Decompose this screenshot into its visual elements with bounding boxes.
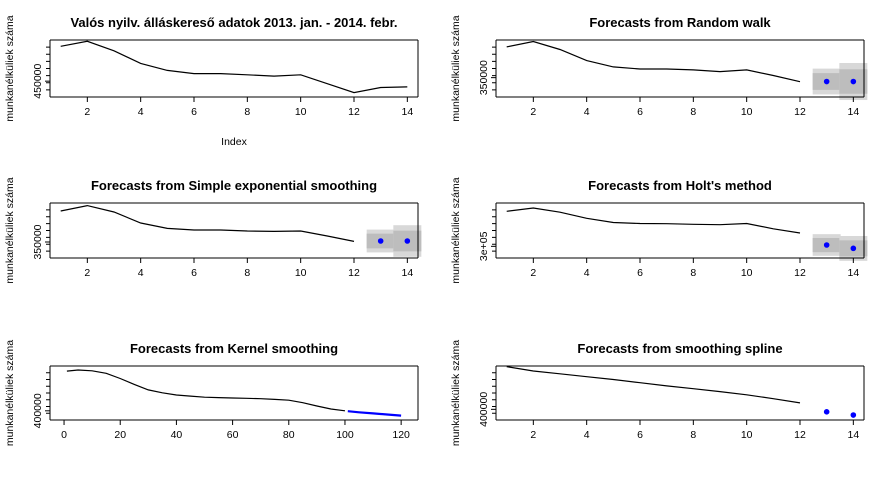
forecast-point — [823, 78, 830, 85]
y-axis-label: munkanélküliek száma — [450, 177, 462, 283]
x-tick-label: 10 — [741, 429, 753, 441]
forecast-point — [823, 409, 830, 415]
x-tick-label: 2 — [84, 106, 90, 118]
x-tick-label: 4 — [138, 106, 144, 118]
forecast-point — [404, 238, 411, 244]
x-tick-label: 14 — [847, 106, 859, 118]
x-tick-label: 12 — [794, 106, 806, 118]
panel-p4: 2 4 6 8 10 12 14 3e+05 Forecasts from Holt's met… — [450, 177, 868, 284]
forecast-point — [377, 238, 384, 244]
x-tick-label: 6 — [191, 267, 197, 279]
forecast-line — [347, 410, 402, 417]
x-tick-label: 2 — [530, 106, 536, 118]
x-tick-label: 2 — [530, 429, 536, 441]
x-tick-label: 6 — [637, 267, 643, 279]
x-tick-label: 10 — [741, 106, 753, 118]
x-tick-label: 8 — [690, 267, 696, 279]
x-tick-label: 14 — [847, 429, 859, 441]
forecast-point — [823, 242, 830, 248]
panel-title: Valós nyilv. álláskereső adatok 2013. ja… — [70, 15, 397, 30]
y-axis-label: munkanélküliek száma — [4, 340, 16, 446]
series-line — [66, 369, 346, 412]
x-tick-label: 12 — [348, 106, 360, 118]
y-axis-label: munkanélküliek száma — [450, 15, 462, 121]
x-tick-label: 12 — [794, 267, 806, 279]
x-tick-label: 4 — [584, 267, 590, 279]
y-axis-label: munkanélküliek száma — [4, 15, 16, 121]
x-tick-label: 8 — [244, 267, 250, 279]
x-tick-label: 80 — [283, 429, 295, 441]
panel-p6: 2 4 6 8 10 12 14 400000 Forecasts from smoothing… — [450, 340, 865, 446]
forecast-point — [850, 412, 857, 418]
y-tick-label: 350000 — [32, 224, 44, 259]
panel-p1: 2 4 6 8 10 12 14 450000 Valós nyilv. álláskereső… — [4, 15, 419, 148]
y-tick-label: 400000 — [478, 392, 490, 427]
x-tick-label: 0 — [61, 429, 67, 441]
series-line — [506, 207, 801, 234]
x-tick-label: 60 — [227, 429, 239, 441]
y-tick-label: 3e+05 — [478, 231, 490, 261]
panel-title: Forecasts from Simple exponential smooth… — [91, 178, 377, 193]
x-tick-label: 8 — [244, 106, 250, 118]
x-tick-label: 12 — [794, 429, 806, 441]
series-line — [506, 366, 801, 404]
x-tick-label: 10 — [295, 267, 307, 279]
x-tick-label: 10 — [741, 267, 753, 279]
x-tick-label: 4 — [138, 267, 144, 279]
x-tick-label: 14 — [847, 267, 859, 279]
x-tick-label: 2 — [530, 267, 536, 279]
x-tick-label: 120 — [392, 429, 410, 441]
x-tick-label: 6 — [637, 106, 643, 118]
x-axis-label: Index — [221, 136, 247, 148]
series-line — [60, 40, 408, 94]
x-tick-label: 2 — [84, 267, 90, 279]
x-tick-label: 10 — [295, 106, 307, 118]
panel-title: Forecasts from Random walk — [589, 15, 771, 30]
forecast-point — [850, 78, 857, 85]
x-tick-label: 8 — [690, 429, 696, 441]
x-tick-label: 14 — [401, 267, 413, 279]
x-tick-label: 8 — [690, 106, 696, 118]
panel-title: Forecasts from smoothing spline — [577, 341, 782, 356]
y-tick-label: 400000 — [32, 393, 44, 428]
y-axis-label: munkanélküliek száma — [4, 177, 16, 283]
panel-p2: 2 4 6 8 10 12 14 350000 Forecasts from Random wa… — [450, 15, 868, 122]
x-tick-label: 6 — [637, 429, 643, 441]
x-tick-label: 20 — [114, 429, 126, 441]
series-line — [506, 40, 801, 83]
panel-p3: 2 4 6 8 10 12 14 350000 Forecasts from Simple ex… — [4, 177, 422, 284]
forecast-point — [850, 245, 857, 252]
y-tick-label: 350000 — [478, 60, 490, 95]
x-tick-label: 40 — [171, 429, 183, 441]
series-line — [60, 204, 355, 242]
panel-p5: 0 20 40 60 80 100 120 400000 Forecasts from Kern… — [4, 340, 419, 446]
x-tick-label: 12 — [348, 267, 360, 279]
y-axis-label: munkanélküliek száma — [450, 340, 462, 446]
panel-title: Forecasts from Holt's method — [588, 178, 772, 193]
panel-title: Forecasts from Kernel smoothing — [130, 341, 338, 356]
x-tick-label: 6 — [191, 106, 197, 118]
x-tick-label: 14 — [401, 106, 413, 118]
x-tick-label: 4 — [584, 106, 590, 118]
x-tick-label: 100 — [336, 429, 354, 441]
y-tick-label: 450000 — [32, 63, 44, 98]
x-tick-label: 4 — [584, 429, 590, 441]
